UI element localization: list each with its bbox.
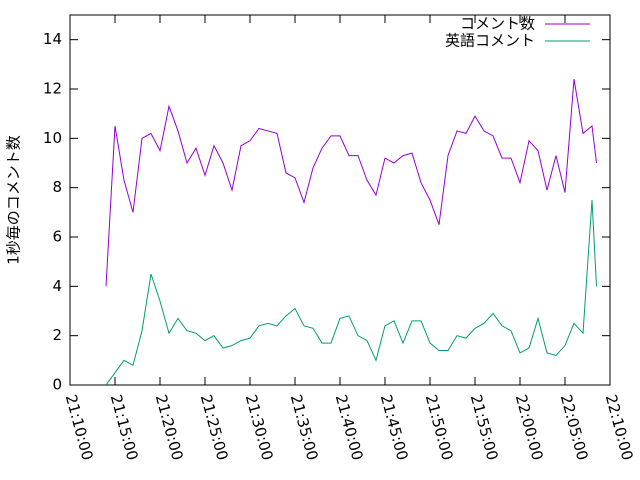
x-tick-label: 21:55:00	[467, 393, 502, 463]
x-tick-label: 21:10:00	[62, 393, 97, 463]
plot-border	[69, 14, 611, 386]
y-tick-label: 14	[43, 30, 62, 48]
y-axis-label: 1秒毎のコメント数	[5, 135, 23, 265]
y-tick-label: 6	[52, 228, 62, 246]
x-tick-label: 22:10:00	[602, 393, 637, 463]
x-tick-label: 21:30:00	[242, 393, 277, 463]
y-tick-label: 4	[52, 277, 62, 295]
y-tick-label: 10	[43, 129, 62, 147]
x-tick-label: 21:40:00	[332, 393, 367, 463]
legend-label: 英語コメント	[445, 32, 535, 50]
x-tick-label: 21:50:00	[422, 393, 457, 463]
x-tick-label: 22:05:00	[557, 393, 592, 463]
legend-label: コメント数	[460, 15, 535, 33]
x-tick-label: 21:15:00	[107, 393, 142, 463]
y-tick-label: 8	[52, 178, 62, 196]
y-tick-label: 2	[52, 326, 62, 344]
x-tick-label: 21:45:00	[377, 393, 412, 463]
x-tick-label: 21:20:00	[152, 393, 187, 463]
series-line	[105, 199, 597, 386]
y-tick-label: 12	[43, 80, 62, 98]
x-tick-label: 21:35:00	[287, 393, 322, 463]
x-tick-label: 21:25:00	[197, 393, 232, 463]
series-line	[105, 79, 597, 287]
y-tick-label: 0	[52, 376, 62, 394]
x-tick-label: 22:00:00	[512, 393, 547, 463]
